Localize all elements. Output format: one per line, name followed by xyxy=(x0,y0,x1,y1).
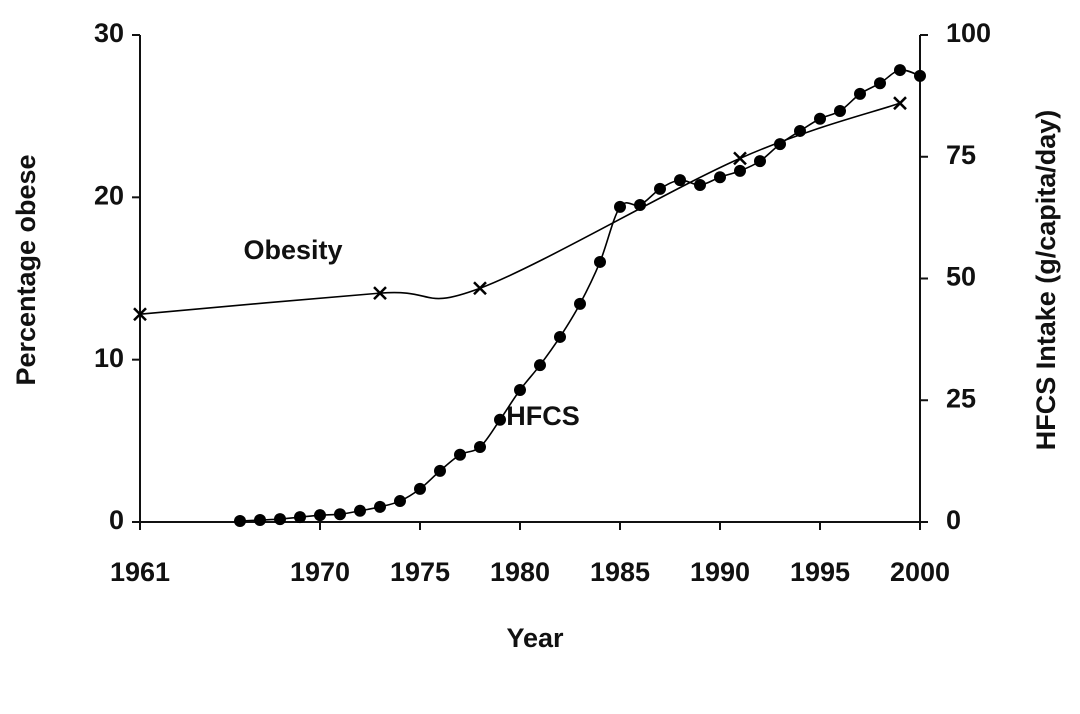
marker-circle xyxy=(554,330,566,343)
marker-circle xyxy=(394,495,406,508)
series-line xyxy=(139,102,901,316)
marker-circle xyxy=(874,77,886,90)
x-tick-label: 1980 xyxy=(490,557,550,587)
y2-axis-label: HFCS Intake (g/capita/day) xyxy=(1031,110,1061,451)
marker-circle xyxy=(514,384,526,397)
marker-circle xyxy=(474,441,486,454)
y-tick-label: 30 xyxy=(94,18,124,48)
x-tick-label: 1995 xyxy=(790,557,850,587)
marker-circle xyxy=(354,504,366,517)
marker-circle xyxy=(894,64,906,77)
marker-x xyxy=(373,286,387,300)
marker-x xyxy=(133,307,147,322)
x-tick-label: 1970 xyxy=(290,557,350,587)
x-tick-label: 2000 xyxy=(890,557,950,587)
marker-circle xyxy=(414,482,426,495)
annotation: HFCS xyxy=(506,401,580,431)
marker-circle xyxy=(714,171,726,184)
marker-circle xyxy=(734,164,746,177)
marker-circle xyxy=(594,255,606,268)
marker-circle xyxy=(314,509,326,522)
marker-circle xyxy=(634,198,646,211)
marker-circle xyxy=(254,514,266,527)
marker-circle xyxy=(494,413,506,426)
marker-circle xyxy=(374,500,386,513)
y2-tick-label: 75 xyxy=(946,140,976,170)
marker-circle xyxy=(454,448,466,461)
marker-circle xyxy=(294,511,306,524)
x-tick-label: 1975 xyxy=(390,557,450,587)
marker-circle xyxy=(334,508,346,521)
y-tick-label: 20 xyxy=(94,180,124,210)
marker-circle xyxy=(914,69,926,82)
marker-circle xyxy=(774,138,786,151)
marker-circle xyxy=(274,513,286,526)
marker-circle xyxy=(854,87,866,100)
marker-circle xyxy=(654,182,666,195)
marker-circle xyxy=(534,359,546,372)
marker-circle xyxy=(674,174,686,187)
marker-circle xyxy=(434,464,446,477)
marker-x xyxy=(473,281,487,296)
marker-circle xyxy=(794,124,806,137)
marker-x xyxy=(733,151,747,166)
x-axis-label: Year xyxy=(506,623,564,653)
marker-circle xyxy=(234,515,246,528)
x-tick-label: 1961 xyxy=(110,557,170,587)
y2-tick-label: 50 xyxy=(946,262,976,292)
y2-tick-label: 0 xyxy=(946,505,961,535)
marker-circle xyxy=(754,155,766,168)
marker-x xyxy=(893,96,907,111)
y-tick-label: 10 xyxy=(94,343,124,373)
x-tick-label: 1990 xyxy=(690,557,750,587)
marker-circle xyxy=(614,200,626,213)
marker-circle xyxy=(574,297,586,310)
y2-tick-label: 100 xyxy=(946,18,991,48)
y-axis-label: Percentage obese xyxy=(11,154,41,385)
y-tick-label: 0 xyxy=(109,505,124,535)
marker-circle xyxy=(694,178,706,191)
marker-circle xyxy=(814,112,826,125)
y2-tick-label: 25 xyxy=(946,383,976,413)
x-tick-label: 1985 xyxy=(590,557,650,587)
marker-circle xyxy=(834,104,846,117)
series-line xyxy=(239,69,921,522)
annotation: Obesity xyxy=(243,235,342,265)
